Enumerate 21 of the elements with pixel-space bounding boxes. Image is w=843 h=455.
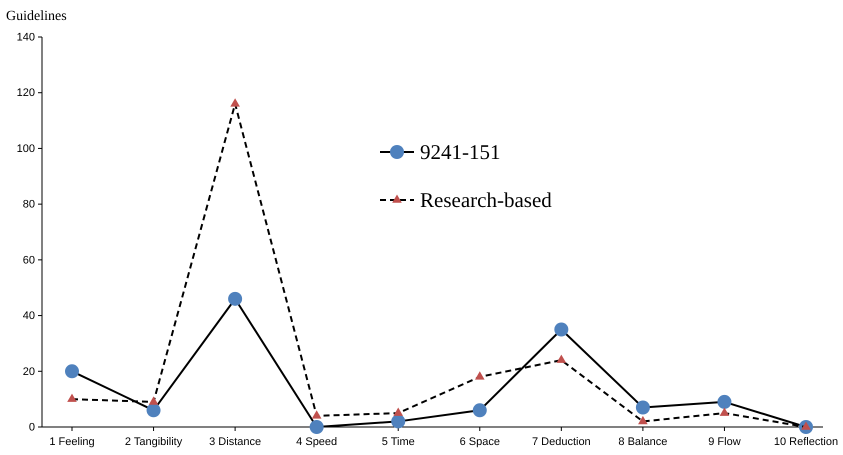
y-tick-label: 0	[28, 422, 35, 434]
y-tick-label: 100	[16, 142, 35, 155]
y-tick-label: 20	[22, 366, 35, 378]
x-tick-label: 1 Feeling	[49, 436, 95, 448]
x-tick-label: 6 Space	[460, 436, 500, 448]
y-tick-label: 60	[22, 254, 35, 266]
y-tick-label: 40	[22, 310, 35, 322]
x-tick-label: 4 Speed	[296, 436, 338, 448]
y-tick-label: 120	[16, 87, 35, 100]
y-tick-label: 80	[22, 198, 35, 211]
y-tick-label: 140	[16, 32, 35, 44]
x-tick-label: 7 Deduction	[532, 436, 591, 448]
x-tick-label: 10 Reflection	[774, 436, 838, 448]
x-tick-label: 9 Flow	[708, 436, 741, 448]
x-tick-label: 5 Time	[382, 436, 415, 448]
y-axis-title: Guidelines	[6, 9, 67, 24]
x-tick-label: 3 Distance	[209, 436, 262, 448]
x-tick-label: 2 Tangibility	[124, 436, 183, 448]
legend-label: 9241-151	[420, 140, 500, 164]
x-tick-label: 8 Balance	[618, 436, 668, 448]
legend-label: Research-based	[420, 188, 552, 212]
